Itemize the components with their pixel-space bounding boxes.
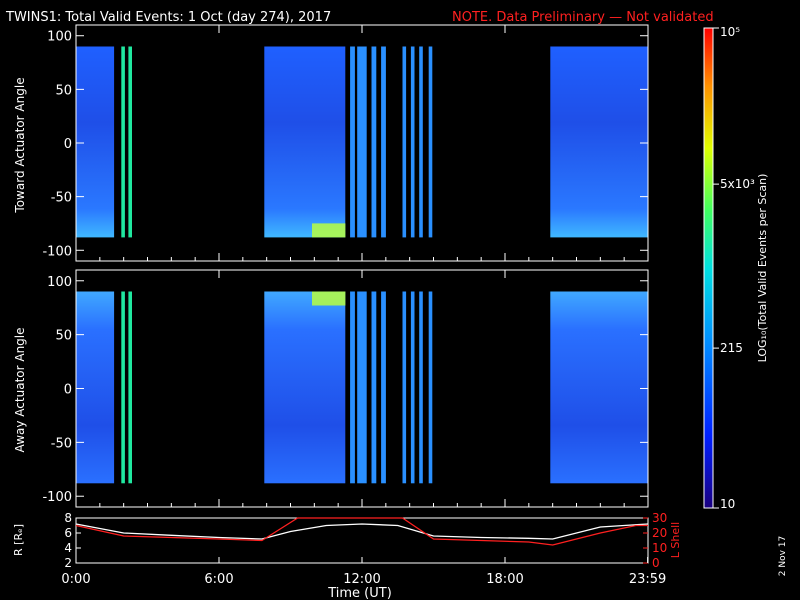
y-tick-label: 0: [64, 137, 72, 152]
y-tick-label: 0: [64, 383, 72, 398]
y-tick-label: 50: [55, 329, 72, 344]
toward-angle-panel: 100 50 0 -50 -100: [42, 24, 649, 262]
data-block: [428, 46, 433, 238]
x-axis-label: Time (UT): [327, 586, 392, 600]
preliminary-note: NOTE. Data Preliminary — Not validated: [452, 10, 714, 25]
lshell-tick-label: 0: [652, 556, 660, 570]
data-block: [264, 46, 346, 238]
data-block: [402, 291, 407, 484]
data-block: [76, 46, 115, 238]
colorbar-tick-label: 10: [720, 497, 735, 511]
r-tick-label: 6: [64, 526, 72, 540]
toward-ylabel: Toward Actuator Angle: [13, 77, 27, 213]
x-tick-label: 0:00: [61, 572, 90, 587]
data-block: [419, 46, 423, 238]
r-tick-label: 8: [64, 511, 72, 525]
data-block: [410, 46, 415, 238]
data-block: [371, 46, 377, 238]
data-block: [128, 291, 132, 484]
data-block: [428, 291, 433, 484]
y-tick-label: 100: [47, 275, 72, 290]
intensity-hotspot: [312, 223, 346, 238]
orbit-frame: [75, 517, 649, 564]
x-tick-label: 23:59: [629, 572, 666, 587]
data-block: [350, 46, 355, 238]
x-tick-label: 18:00: [486, 572, 523, 587]
lshell-series-line: [75, 517, 648, 546]
x-tick-label: 12:00: [343, 572, 380, 587]
data-block: [381, 291, 386, 484]
data-block: [128, 46, 132, 238]
data-block: [357, 291, 367, 484]
data-block: [350, 291, 355, 484]
data-block: [121, 291, 125, 484]
lshell-tick-label: 20: [652, 526, 667, 540]
colorbar-tick-label: 10⁵: [720, 25, 740, 39]
away-ylabel: Away Actuator Angle: [13, 327, 27, 452]
r-tick-label: 4: [64, 541, 72, 555]
r-ylabel: R [Rₑ]: [12, 524, 25, 556]
colorbar: 10⁵ 5x10³ 215 10: [703, 25, 755, 511]
figure-title: TWINS1: Total Valid Events: 1 Oct (day 2…: [5, 10, 331, 25]
y-tick-label: -50: [51, 436, 72, 451]
colorbar-tick-label: 215: [720, 341, 743, 355]
r-tick-label: 2: [64, 556, 72, 570]
data-block: [264, 291, 346, 484]
y-tick-label: 50: [55, 83, 72, 98]
r-series-line: [75, 523, 649, 540]
side-date: 2 Nov 17: [778, 536, 788, 576]
colorbar-tick-label: 5x10³: [720, 177, 755, 191]
y-tick-label: -50: [51, 191, 72, 206]
away-angle-panel: 100 50 0 -50 -100: [42, 269, 649, 508]
colorbar-label: LOG₁₀(Total Valid Events per Scan): [756, 174, 769, 363]
data-block: [381, 46, 386, 238]
data-block: [550, 291, 648, 484]
data-block: [357, 46, 367, 238]
data-block: [371, 291, 377, 484]
colorbar-ramp: [703, 27, 714, 509]
lshell-tick-label: 30: [652, 511, 667, 525]
y-tick-label: -100: [42, 490, 72, 505]
data-block: [76, 291, 115, 484]
y-tick-label: -100: [42, 244, 72, 259]
data-block: [550, 46, 648, 238]
data-block: [402, 46, 407, 238]
data-block: [121, 46, 125, 238]
intensity-hotspot: [312, 291, 346, 306]
data-block: [419, 291, 423, 484]
x-tick-label: 6:00: [204, 572, 233, 587]
lshell-tick-label: 10: [652, 541, 667, 555]
y-tick-label: 100: [47, 30, 72, 45]
data-block: [410, 291, 415, 484]
lshell-ylabel: L Shell: [669, 522, 682, 558]
